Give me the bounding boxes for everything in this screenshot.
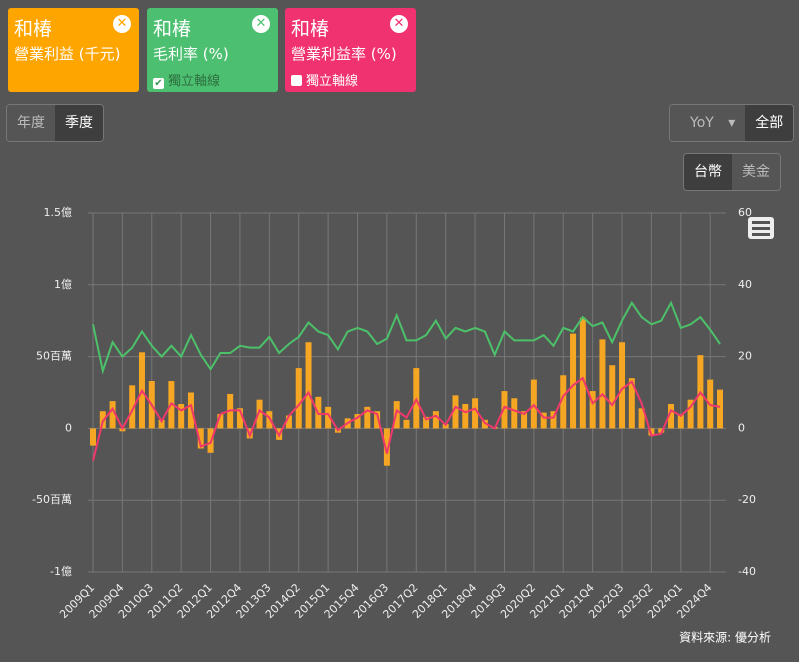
bar [619,342,626,429]
y2-tick-label: 60 [738,206,752,219]
y2-tick-label: 40 [738,278,752,291]
bar [550,411,557,429]
bar [609,365,616,429]
toggle-button[interactable]: 台幣 [684,154,732,190]
bar [109,401,116,429]
bar [305,342,312,429]
legend-entry: 毛利率 (%) [153,45,229,63]
bar [668,403,675,429]
bar [217,414,224,429]
tag-company: 和椿 [153,18,192,40]
menu-line [752,233,770,236]
bar [178,403,185,429]
bar [628,378,635,429]
bar [511,398,518,429]
y-tick-label: -1億 [50,565,72,578]
series-tag[interactable]: 和椿 毛利率 (%) ✕ ✔ 獨立軸線 [147,8,278,92]
remove-button[interactable]: ✕ [390,15,408,33]
bar [423,416,430,429]
bar [560,375,567,429]
y-tick-label: 1.5億 [44,206,73,219]
bar [579,317,586,429]
y2-tick-label: 20 [738,350,752,363]
bar [158,419,165,429]
axis-checkbox[interactable]: ✔ 獨立軸線 [153,70,272,89]
remove-button[interactable]: ✕ [113,15,131,33]
period-toggle: 年度 季度 [6,104,104,142]
tag-company: 和椿 [14,18,53,40]
menu-icon[interactable] [748,217,774,239]
bar [677,414,684,429]
currency-toggle: 台幣 美金 [683,153,781,191]
bar [462,403,469,429]
bar [403,419,410,429]
tag-company: 和椿 [291,18,330,40]
checkbox[interactable] [291,75,302,86]
legend-entry: 營業利益率 (%) [291,45,397,63]
toggle-button[interactable]: 季度 [55,105,103,141]
bar [589,391,596,429]
line [92,300,721,375]
bar [354,414,361,429]
bar [521,411,528,429]
bar [432,411,439,429]
y-tick-label: -50百萬 [32,493,72,506]
legend-entry: 營業利益 (千元) [14,45,121,63]
bar [236,408,243,429]
y2-tick-label: 0 [738,421,745,434]
bar [374,411,381,429]
line [92,376,721,461]
bar [90,428,96,446]
source-note: 資料來源: 優分析 [679,631,771,645]
bar [383,428,390,466]
bar [266,411,273,429]
checkbox-label: 獨立軸線 [168,74,221,89]
bar [648,428,655,436]
series-tag[interactable]: 和椿 營業利益率 (%) ✕ 獨立軸線 [285,8,416,92]
bar [501,391,508,429]
bar [325,406,332,429]
compare-dropdown[interactable]: YoY ▾ [670,105,746,141]
bar [129,385,136,429]
y-tick-label: 50百萬 [36,350,72,363]
bar [442,424,449,429]
range-button[interactable]: 全部 [745,105,794,141]
compare-label: YoY [680,115,724,131]
bar [638,408,645,429]
bar [295,368,302,429]
y2-tick-label: -20 [738,493,756,506]
bar [599,339,606,429]
y-tick-label: 1億 [54,278,72,291]
menu-line [752,221,770,224]
bar [452,395,459,429]
menu-line [752,227,770,230]
toggle-button[interactable]: 美金 [732,154,780,190]
y-tick-label: 0 [65,421,72,434]
bar [187,392,194,429]
bar [570,333,577,429]
bar [364,406,371,429]
checkbox[interactable]: ✔ [153,78,164,89]
bar [256,399,263,429]
bar [197,428,204,449]
bar [472,398,479,429]
y2-tick-label: -40 [738,565,756,578]
compare-toggle: YoY ▾ 全部 [669,104,795,142]
axis-checkbox[interactable]: 獨立軸線 [291,70,410,89]
bar [285,415,292,429]
bar [540,412,547,429]
series-tag[interactable]: 和椿 營業利益 (千元) ✕ [8,8,139,92]
bar [658,428,665,433]
toggle-button[interactable]: 年度 [7,105,55,141]
remove-button[interactable]: ✕ [252,15,270,33]
bar [687,399,694,429]
bar [717,389,723,429]
checkbox-label: 獨立軸線 [306,74,359,89]
